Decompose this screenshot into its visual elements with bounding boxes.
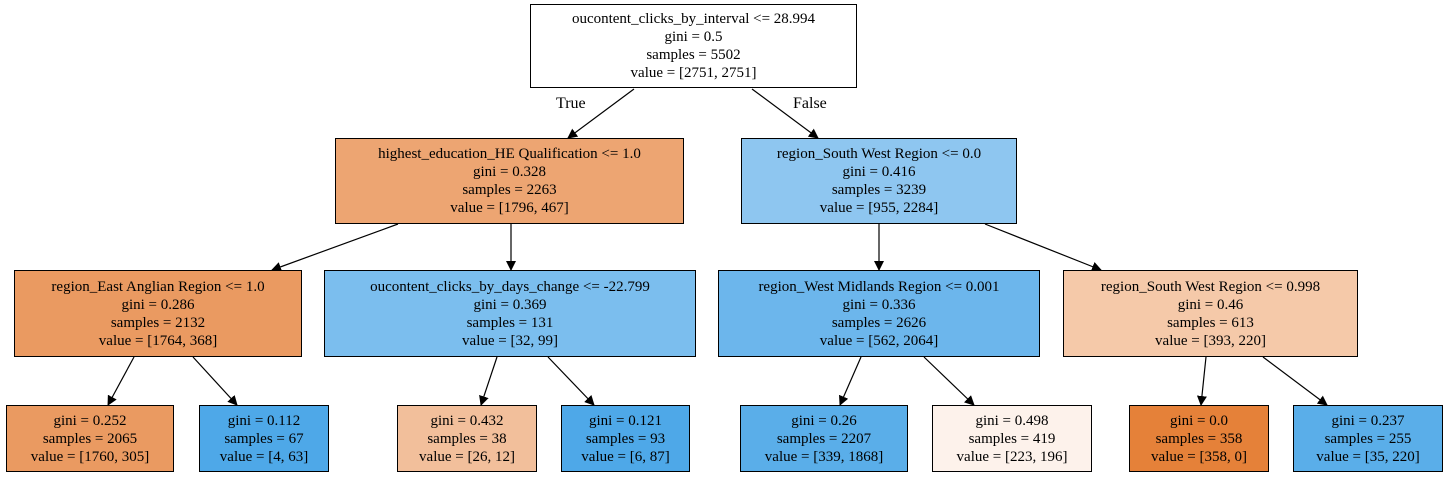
node-samples: samples = 5502 bbox=[646, 47, 741, 63]
node-samples: samples = 3239 bbox=[831, 182, 927, 198]
node-value: value = [562, 2064] bbox=[819, 332, 939, 349]
tree-leaf-2: gini = 0.112 samples = 67 value = [4, 63… bbox=[199, 405, 329, 472]
edge-n1-n3 bbox=[271, 223, 399, 272]
node-gini: gini = 0.26 bbox=[791, 412, 857, 429]
tree-node-east-anglian: region_East Anglian Region <= 1.0 gini =… bbox=[14, 270, 302, 357]
node-samples: samples = 67 bbox=[224, 430, 304, 447]
tree-leaf-6: gini = 0.498 samples = 419 value = [223,… bbox=[932, 405, 1092, 472]
node-samples: samples = 2132 bbox=[110, 314, 206, 331]
node-samples: samples = 38 bbox=[427, 430, 507, 447]
node-gini: gini = 0.498 bbox=[975, 412, 1049, 429]
node-samples: samples = 613 bbox=[1167, 314, 1254, 331]
edge-n5-l5 bbox=[839, 356, 862, 406]
node-gini: gini = 0.0 bbox=[1169, 412, 1229, 429]
tree-node-west-midlands: region_West Midlands Region <= 0.001 gin… bbox=[718, 270, 1040, 357]
tree-leaf-4: gini = 0.121 samples = 93 value = [6, 87… bbox=[561, 405, 690, 472]
tree-node-south-west-2: region_South West Region <= 0.998 gini =… bbox=[1063, 270, 1358, 357]
node-gini: gini = 0.237 bbox=[1331, 412, 1405, 429]
node-condition: highest_education_HE Qualification <= 1.… bbox=[378, 146, 641, 162]
edge-root-n1 bbox=[567, 88, 635, 139]
edge-n6-l7 bbox=[1196, 356, 1207, 406]
edge-n2-n6 bbox=[984, 223, 1102, 272]
node-gini: gini = 0.112 bbox=[227, 412, 301, 429]
node-gini: gini = 0.328 bbox=[472, 164, 547, 180]
edge-n6-l8 bbox=[1262, 356, 1328, 406]
node-value: value = [26, 12] bbox=[419, 448, 515, 465]
node-value: value = [1796, 467] bbox=[450, 200, 569, 216]
edge-n4-l4 bbox=[547, 356, 595, 406]
tree-node-south-west-1: region_South West Region <= 0.0 gini = 0… bbox=[741, 138, 1017, 224]
node-value: value = [4, 63] bbox=[219, 448, 309, 465]
node-value: value = [35, 220] bbox=[1316, 448, 1420, 465]
node-value: value = [339, 1868] bbox=[764, 448, 884, 465]
tree-leaf-1: gini = 0.252 samples = 2065 value = [176… bbox=[6, 405, 174, 472]
node-condition: region_South West Region <= 0.0 bbox=[776, 146, 982, 162]
tree-leaf-7: gini = 0.0 samples = 358 value = [358, 0… bbox=[1129, 405, 1269, 472]
tree-leaf-3: gini = 0.432 samples = 38 value = [26, 1… bbox=[397, 405, 537, 472]
edge-n4-l3 bbox=[479, 356, 498, 406]
node-gini: gini = 0.46 bbox=[1177, 296, 1244, 313]
edge-n3-l2 bbox=[192, 356, 238, 406]
node-value: value = [955, 2284] bbox=[819, 200, 939, 216]
node-value: value = [1764, 368] bbox=[98, 332, 218, 349]
node-value: value = [358, 0] bbox=[1151, 448, 1247, 465]
edge-label-false: False bbox=[793, 95, 827, 112]
node-samples: samples = 2207 bbox=[776, 430, 872, 447]
node-gini: gini = 0.432 bbox=[430, 412, 504, 429]
node-condition: oucontent_clicks_by_days_change <= -22.7… bbox=[370, 278, 650, 295]
node-samples: samples = 131 bbox=[466, 314, 554, 331]
node-samples: samples = 2065 bbox=[42, 430, 138, 447]
node-samples: samples = 2626 bbox=[831, 314, 927, 331]
node-samples: samples = 419 bbox=[968, 430, 1056, 447]
node-gini: gini = 0.369 bbox=[473, 296, 547, 313]
node-condition: region_East Anglian Region <= 1.0 bbox=[51, 278, 265, 295]
node-gini: gini = 0.121 bbox=[588, 412, 663, 429]
edge-root-n2 bbox=[751, 88, 819, 139]
node-value: value = [6, 87] bbox=[581, 448, 670, 465]
node-gini: gini = 0.336 bbox=[842, 296, 916, 313]
node-samples: samples = 255 bbox=[1324, 430, 1412, 447]
node-gini: gini = 0.416 bbox=[842, 164, 916, 180]
edge-n5-l6 bbox=[923, 356, 975, 406]
edge-n3-l1 bbox=[107, 356, 135, 406]
tree-node-days-change: oucontent_clicks_by_days_change <= -22.7… bbox=[324, 270, 696, 357]
node-value: value = [223, 196] bbox=[956, 448, 1068, 465]
node-condition: region_West Midlands Region <= 0.001 bbox=[758, 278, 1000, 295]
node-samples: samples = 93 bbox=[585, 430, 666, 447]
tree-node-root: oucontent_clicks_by_interval <= 28.994 g… bbox=[530, 4, 857, 88]
tree-leaf-8: gini = 0.237 samples = 255 value = [35, … bbox=[1293, 405, 1443, 472]
node-gini: gini = 0.5 bbox=[664, 29, 723, 45]
node-value: value = [393, 220] bbox=[1155, 332, 1266, 349]
node-value: value = [2751, 2751] bbox=[630, 65, 757, 81]
node-condition: region_South West Region <= 0.998 bbox=[1100, 278, 1321, 295]
node-gini: gini = 0.286 bbox=[121, 296, 195, 313]
node-value: value = [1760, 305] bbox=[30, 448, 150, 465]
tree-node-highest-education: highest_education_HE Qualification <= 1.… bbox=[335, 138, 684, 224]
edge-label-true: True bbox=[556, 95, 586, 112]
node-samples: samples = 358 bbox=[1155, 430, 1243, 447]
node-samples: samples = 2263 bbox=[462, 182, 557, 198]
tree-leaf-5: gini = 0.26 samples = 2207 value = [339,… bbox=[740, 405, 908, 472]
node-gini: gini = 0.252 bbox=[53, 412, 127, 429]
node-value: value = [32, 99] bbox=[462, 332, 558, 349]
node-condition: oucontent_clicks_by_interval <= 28.994 bbox=[571, 11, 816, 27]
